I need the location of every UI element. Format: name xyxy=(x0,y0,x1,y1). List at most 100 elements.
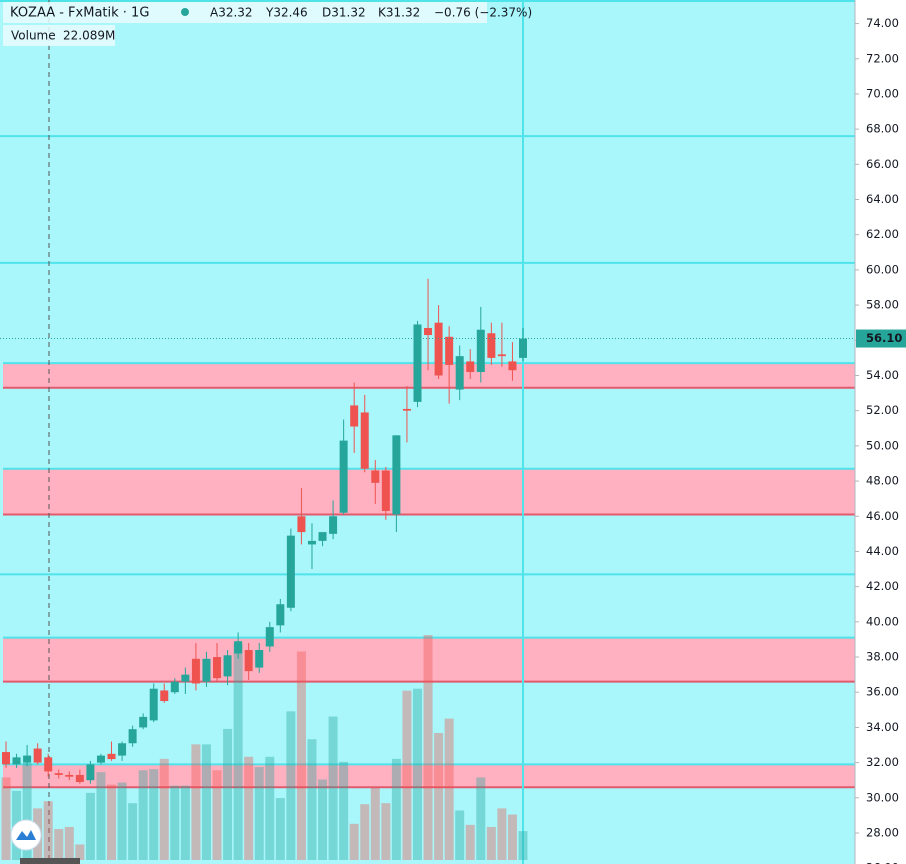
candle-body xyxy=(392,435,401,515)
candle-body xyxy=(2,752,10,765)
volume-bar xyxy=(254,767,264,860)
volume-bar xyxy=(244,756,254,860)
candle-body xyxy=(255,650,264,668)
volume-bar xyxy=(518,831,528,860)
volume-bar xyxy=(117,782,127,860)
volume-label: 22.089M xyxy=(63,29,115,43)
y-tick-label: 46.00 xyxy=(866,509,899,523)
volume-bar xyxy=(85,792,95,860)
candle-body xyxy=(487,333,496,358)
candle-body xyxy=(402,408,411,411)
candle-body xyxy=(118,743,127,756)
zone xyxy=(3,363,855,388)
y-tick-label: 52.00 xyxy=(866,403,899,417)
volume-bar xyxy=(191,744,201,860)
volume-bar xyxy=(391,758,401,860)
candle-body xyxy=(170,681,179,693)
volume-bar xyxy=(180,785,190,860)
y-tick-label: 40.00 xyxy=(866,614,899,628)
volume-bar xyxy=(434,732,444,860)
candle-body xyxy=(508,361,517,371)
candle-body xyxy=(107,753,116,760)
candle-body xyxy=(191,658,200,684)
candle-body xyxy=(424,327,433,336)
y-tick-label: 72.00 xyxy=(866,51,899,65)
volume-bar xyxy=(170,785,180,860)
volume-box xyxy=(3,25,115,46)
candle-body xyxy=(86,764,95,781)
candle-body xyxy=(297,516,306,533)
candle-body xyxy=(371,470,380,483)
candle-body xyxy=(413,324,422,402)
volume-bar xyxy=(265,756,275,860)
volume-bar xyxy=(507,814,517,860)
volume-bar xyxy=(75,844,85,860)
candle-body xyxy=(223,655,232,677)
candle-body xyxy=(497,354,506,357)
ohlc-value: D31.32 xyxy=(322,6,366,20)
candle-body xyxy=(12,757,21,765)
y-tick-label: 48.00 xyxy=(866,474,899,488)
volume-bar xyxy=(43,801,53,860)
volume-bar xyxy=(465,824,475,860)
volume-bar xyxy=(370,787,380,860)
status-dot xyxy=(181,8,189,16)
volume-bar xyxy=(212,770,222,860)
candle-body xyxy=(360,412,369,469)
price-axis xyxy=(855,0,906,864)
volume-bar xyxy=(275,798,285,860)
y-tick-label: 62.00 xyxy=(866,227,899,241)
candle-body xyxy=(96,755,105,763)
volume-bar xyxy=(412,688,422,860)
candle-body xyxy=(181,674,190,682)
candle-body xyxy=(139,716,148,728)
y-tick-label: 50.00 xyxy=(866,438,899,452)
volume-title: Volume xyxy=(11,29,56,43)
y-tick-label: 34.00 xyxy=(866,720,899,734)
y-tick-label: 64.00 xyxy=(866,192,899,206)
zone xyxy=(3,468,855,515)
chart-title: KOZAA - FxMatik · 1G xyxy=(10,6,149,21)
ohlc-value: K31.32 xyxy=(378,6,420,20)
volume-bar xyxy=(149,769,159,860)
ohlc-value: Y32.46 xyxy=(265,6,308,20)
volume-bar xyxy=(307,739,317,860)
volume-bar xyxy=(360,804,370,860)
candle-body xyxy=(160,690,169,702)
candle-body xyxy=(265,627,274,647)
y-tick-label: 38.00 xyxy=(866,650,899,664)
y-tick-label: 58.00 xyxy=(866,298,899,312)
volume-bar xyxy=(381,803,391,860)
candle-body xyxy=(75,774,84,782)
volume-bar xyxy=(349,823,359,860)
zone xyxy=(3,637,855,682)
volume-bar xyxy=(22,762,32,860)
candle-body xyxy=(339,440,348,513)
candle-body xyxy=(434,322,443,376)
candle-body xyxy=(149,688,158,721)
volume-bar xyxy=(497,808,507,860)
candle-body xyxy=(445,336,454,365)
volume-bar xyxy=(201,744,211,860)
y-tick-label: 70.00 xyxy=(866,86,899,100)
y-tick-label: 42.00 xyxy=(866,579,899,593)
candle-body xyxy=(307,540,316,545)
candle-body xyxy=(350,405,359,427)
volume-bar xyxy=(1,777,11,860)
logo-mark xyxy=(16,830,36,840)
volume-bar xyxy=(486,826,496,860)
volume-bar xyxy=(402,690,412,860)
last-price-box xyxy=(856,329,906,348)
ohlc-value: −0.76 (−2.37%) xyxy=(434,6,532,20)
candle-body xyxy=(276,604,285,626)
y-tick-label: 44.00 xyxy=(866,544,899,558)
candle-body xyxy=(318,532,327,541)
volume-bar xyxy=(455,810,465,860)
y-tick-label: 36.00 xyxy=(866,685,899,699)
candle-body xyxy=(128,729,137,744)
candle-body xyxy=(244,650,253,672)
candle-body xyxy=(381,470,390,511)
candle-body xyxy=(23,755,32,763)
